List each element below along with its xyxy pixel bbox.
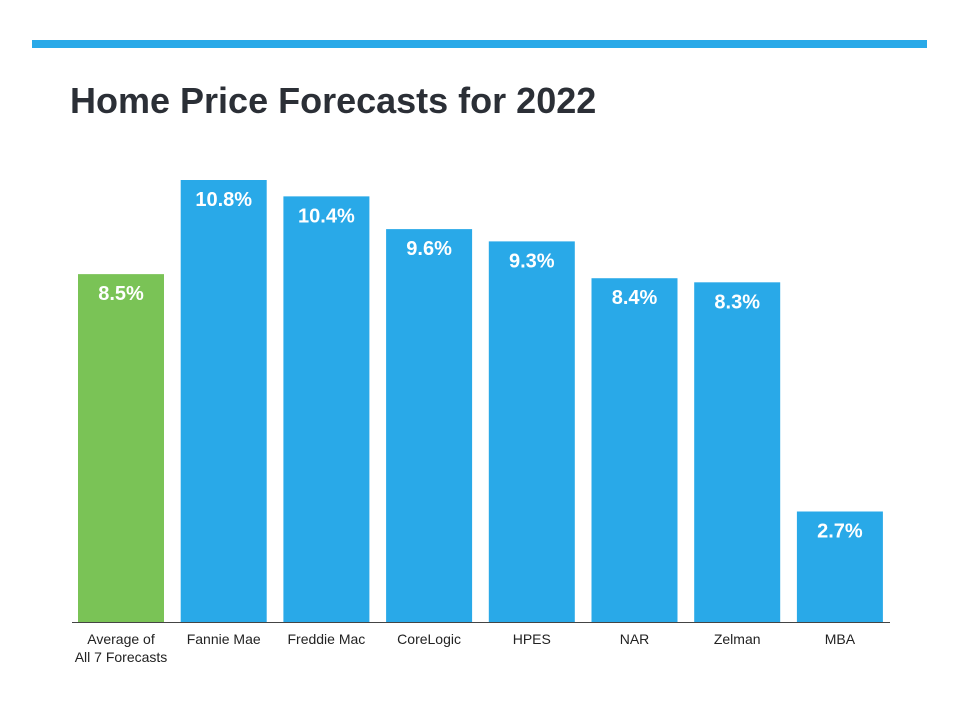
category-label: Fannie Mae bbox=[187, 631, 261, 647]
data-label: 9.3% bbox=[509, 250, 555, 272]
data-label: 8.3% bbox=[714, 291, 760, 313]
category-label-line: Average of bbox=[87, 631, 155, 647]
category-label: CoreLogic bbox=[397, 631, 461, 647]
bar-2 bbox=[283, 196, 370, 623]
category-label: Zelman bbox=[714, 631, 761, 647]
data-label: 8.5% bbox=[98, 283, 144, 305]
category-label-line: HPES bbox=[513, 631, 551, 647]
data-label: 8.4% bbox=[612, 287, 658, 309]
bar-1 bbox=[180, 180, 267, 622]
category-label: Average of All 7 Forecasts bbox=[75, 631, 168, 665]
category-label: Freddie Mac bbox=[287, 631, 365, 647]
bar-6 bbox=[694, 282, 781, 622]
bars-group: 8.5% 10.8% 10.4% 9.6% 9.3% 8.4% 8.3% 2.7% bbox=[78, 180, 883, 623]
bar-7 bbox=[796, 511, 883, 622]
category-label: MBA bbox=[825, 631, 856, 647]
bar-3 bbox=[386, 229, 473, 622]
category-label-line: Freddie Mac bbox=[287, 631, 365, 647]
category-label: NAR bbox=[620, 631, 650, 647]
category-label: HPES bbox=[513, 631, 551, 647]
bar-0 bbox=[78, 274, 164, 622]
bar-5 bbox=[591, 278, 678, 622]
category-label-line: Zelman bbox=[714, 631, 761, 647]
category-label-line: MBA bbox=[825, 631, 856, 647]
top-accent-rule bbox=[32, 40, 927, 48]
category-label-line: NAR bbox=[620, 631, 650, 647]
data-label: 2.7% bbox=[817, 521, 863, 543]
data-label: 10.4% bbox=[298, 205, 355, 227]
category-label-line: Fannie Mae bbox=[187, 631, 261, 647]
data-label: 10.8% bbox=[195, 189, 252, 211]
category-label-line: All 7 Forecasts bbox=[75, 649, 168, 665]
page-title: Home Price Forecasts for 2022 bbox=[70, 80, 597, 121]
category-label-line: CoreLogic bbox=[397, 631, 461, 647]
category-labels: Average of All 7 Forecasts Fannie Mae Fredd… bbox=[75, 631, 856, 665]
data-label: 9.6% bbox=[406, 238, 452, 260]
bar-4 bbox=[488, 241, 575, 622]
